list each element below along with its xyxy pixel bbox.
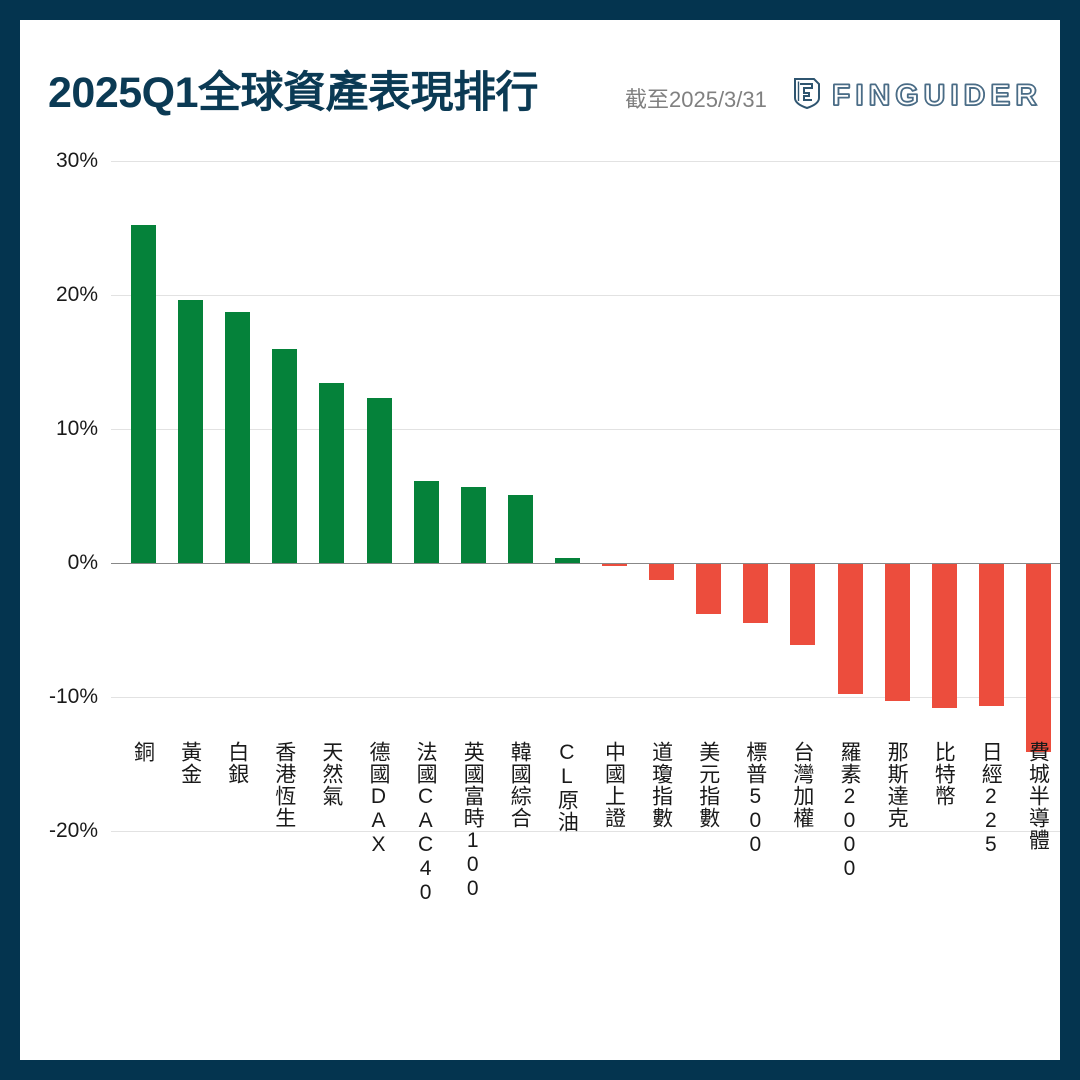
x-axis-tick-label: 英國富時100 xyxy=(461,741,485,901)
chart-card: 2025Q1全球資產表現排行 截至2025/3/31 FINGUIDER 30%… xyxy=(20,20,1060,1060)
x-axis-tick-label: 道瓊指數 xyxy=(649,741,673,829)
x-axis-tick-label: 黃金 xyxy=(178,741,202,785)
y-axis-tick-label: 20% xyxy=(55,283,98,306)
bar xyxy=(131,225,156,563)
brand-wordmark: FINGUIDER xyxy=(831,78,1042,113)
y-axis-tick-label: -10% xyxy=(48,685,98,708)
x-axis-tick-label: 德國DAX xyxy=(367,741,390,857)
bar xyxy=(790,563,816,645)
gridline xyxy=(111,295,1060,296)
bar xyxy=(319,383,345,563)
x-axis-tick-label: 費城半導體 xyxy=(1026,741,1050,851)
y-axis-tick-label: -20% xyxy=(48,819,98,842)
bar xyxy=(413,481,439,563)
y-axis-tick-label: 0% xyxy=(67,551,98,574)
x-axis-tick-label: 銅 xyxy=(131,741,155,763)
x-axis-tick-label: 韓國綜合 xyxy=(508,741,532,829)
x-axis-tick-label: 台灣加權 xyxy=(790,741,814,829)
x-axis-tick-label: 那斯達克 xyxy=(885,741,909,829)
x-axis-tick-label: CL原油 xyxy=(555,741,579,833)
bar xyxy=(884,563,910,702)
bar xyxy=(696,563,722,614)
x-axis-tick-label: 法國CAC40 xyxy=(414,741,438,905)
x-axis-tick-label: 比特幣 xyxy=(932,741,956,807)
bar xyxy=(602,563,627,566)
bar xyxy=(837,563,863,695)
page-title: 2025Q1全球資產表現排行 xyxy=(48,69,539,117)
shield-g-icon xyxy=(792,76,822,115)
x-axis-tick-label: 中國上證 xyxy=(602,741,626,829)
bar xyxy=(460,486,486,563)
bar xyxy=(366,398,392,563)
gridline xyxy=(111,161,1060,162)
x-axis-tick-label: 白銀 xyxy=(225,741,249,785)
gridline xyxy=(111,429,1060,430)
bar xyxy=(931,563,957,708)
gridline xyxy=(111,831,1060,832)
chart-header: 2025Q1全球資產表現排行 截至2025/3/31 FINGUIDER xyxy=(20,20,1060,120)
bar xyxy=(178,300,204,563)
y-axis-tick-label: 30% xyxy=(55,149,98,172)
x-axis-tick-label: 羅素2000 xyxy=(838,741,861,881)
bar xyxy=(272,348,298,563)
x-axis-tick-label: 美元指數 xyxy=(696,741,720,829)
bar xyxy=(743,563,769,624)
bar-chart: 30% 20% 10% 0% -10% -20% xyxy=(20,120,1060,1060)
x-axis-tick-label: 香港恆生 xyxy=(272,741,296,829)
bar xyxy=(554,557,580,563)
gridline xyxy=(111,697,1060,698)
x-axis-tick-label: 日經225 xyxy=(979,741,1003,857)
bar xyxy=(978,563,1004,707)
y-axis-tick-label: 10% xyxy=(55,417,98,440)
as-of-date-label: 截至2025/3/31 xyxy=(625,87,767,112)
x-axis-tick-label: 天然氣 xyxy=(319,741,343,807)
x-axis-tick-label: 標普500 xyxy=(743,741,767,857)
brand-logo: FINGUIDER xyxy=(792,76,1042,115)
bar xyxy=(649,563,675,581)
bar xyxy=(225,312,251,563)
bar xyxy=(507,494,533,563)
bar xyxy=(1025,563,1051,752)
zero-line xyxy=(111,563,1060,564)
x-axis-labels: 銅 黃金 白銀 香港恆生 天然氣 德國DAX 法國CAC40 英國富時100 韓國綜合 CL原油中… xyxy=(111,741,1060,956)
